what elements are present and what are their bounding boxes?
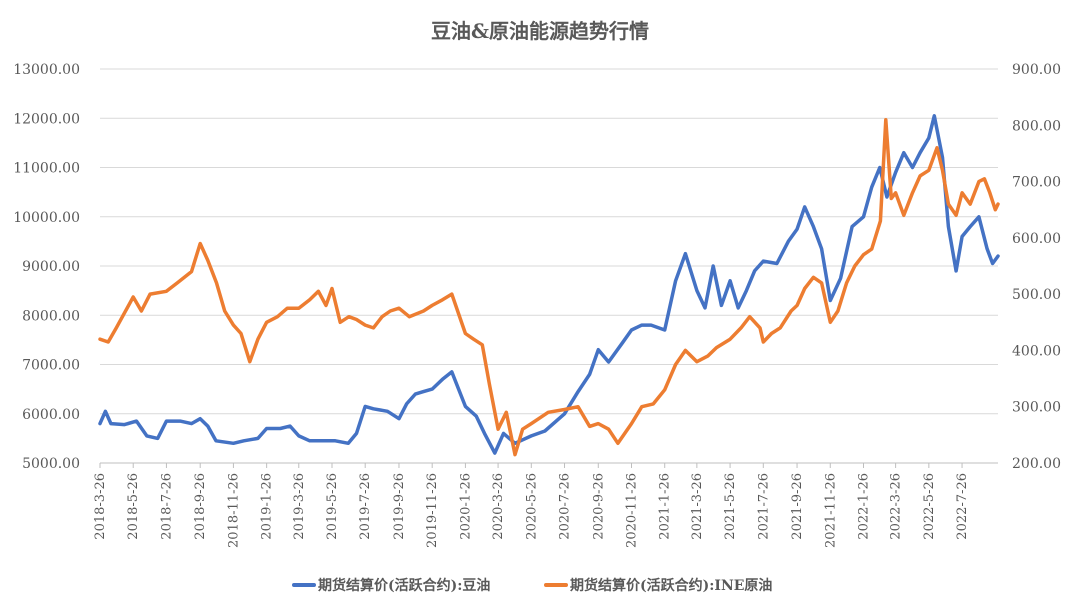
chart-title: 豆油&原油能源趋势行情 [431,19,649,43]
x-tick-label: 2020-5-26 [524,473,539,540]
y-left-tick-label: 9000.00 [22,259,80,275]
x-tick-label: 2019-5-26 [325,473,340,540]
series-line-ine-crude [98,117,1000,457]
y-left-tick-label: 12000.00 [13,111,80,127]
x-tick-label: 2019-3-26 [292,473,307,540]
x-tick-label: 2020-9-26 [591,473,606,540]
x-tick-label: 2021-5-26 [723,473,738,540]
y-left-tick-label: 7000.00 [22,358,80,374]
y-left-tick-label: 8000.00 [22,308,80,324]
y-right-tick-label: 200.00 [1012,456,1061,472]
x-tick-label: 2021-1-26 [658,473,673,540]
legend-label-ine-crude: 期货结算价(活跃合约):INE原油 [570,577,772,594]
x-tick-label: 2022-1-26 [856,473,871,540]
x-tick-label: 2022-3-26 [889,473,904,540]
x-tick-label: 2020-7-26 [558,473,573,540]
y-axis-left: 5000.00 6000.00 7000.00 8000.00 9000.00 10000… [13,62,80,472]
x-tick-label: 2020-1-26 [458,473,473,540]
x-tick-label: 2020-3-26 [491,473,506,540]
x-tick-label: 2018-9-26 [193,473,208,540]
y-right-tick-label: 900.00 [1012,62,1061,78]
y-right-tick-label: 400.00 [1012,343,1061,359]
x-tick-label: 2020-11-26 [625,473,640,548]
x-tick-label: 2022-5-26 [922,473,937,540]
x-tick-label: 2019-9-26 [392,473,407,540]
legend: 期货结算价(活跃合约):豆油 期货结算价(活跃合约):INE原油 [292,577,772,594]
series-line-soybean-oil [98,114,1000,455]
x-tick-label: 2019-7-26 [358,473,373,540]
x-tick-label: 2021-7-26 [756,473,771,540]
y-right-tick-label: 500.00 [1012,287,1061,303]
y-right-tick-label: 300.00 [1012,400,1061,416]
x-tick-label: 2022-7-26 [955,473,970,540]
y-right-tick-label: 700.00 [1012,175,1061,191]
y-left-tick-label: 11000.00 [13,161,80,177]
x-tick-label: 2021-9-26 [790,473,805,540]
y-axis-right: 200.00 300.00 400.00 500.00 600.00 700.00 800.… [1012,62,1061,472]
x-tick-label: 2021-11-26 [823,473,838,548]
legend-label-soybean-oil: 期货结算价(活跃合约):豆油 [318,577,490,594]
y-left-tick-label: 10000.00 [13,210,80,226]
x-tick-label: 2019-11-26 [425,473,440,548]
x-tick-label: 2021-3-26 [690,473,705,540]
x-tick-label: 2018-5-26 [126,473,141,540]
series-lines [98,114,1000,457]
y-left-tick-label: 6000.00 [22,407,80,423]
x-tick-label: 2018-7-26 [159,473,174,540]
grid-lines [100,68,998,464]
x-tick-label: 2018-3-26 [93,473,108,540]
y-left-tick-label: 5000.00 [22,456,80,472]
x-tick-label: 2019-1-26 [260,473,275,540]
x-axis: 2018-3-26 2018-5-26 2018-7-26 2018-9-26 2018… [93,462,998,548]
y-left-tick-label: 13000.00 [13,62,80,78]
x-tick-label: 2018-11-26 [226,473,241,548]
y-right-tick-label: 600.00 [1012,231,1061,247]
y-right-tick-label: 800.00 [1012,118,1061,134]
